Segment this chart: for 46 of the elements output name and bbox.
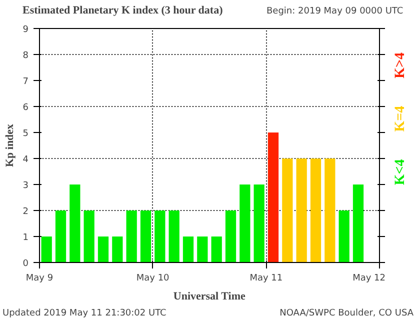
x-tick-label: May 11 — [250, 274, 283, 284]
bar — [140, 210, 152, 262]
bar — [352, 184, 364, 262]
bar — [268, 132, 279, 262]
bar — [225, 210, 236, 262]
bar — [197, 236, 208, 262]
text: NOAA/SWPC Boulder, CO USA — [280, 308, 414, 318]
bar — [338, 210, 350, 262]
y-tick-label: 8 — [22, 51, 29, 61]
bar — [168, 210, 180, 262]
y-tick-label: 1 — [22, 233, 29, 243]
bar — [154, 210, 166, 262]
x-tick-label: May 12 — [352, 274, 386, 284]
y-tick-label: 0 — [22, 259, 29, 269]
text: K=4 — [393, 106, 408, 132]
y-tick-label: 4 — [22, 155, 29, 165]
bar — [126, 210, 137, 262]
y-tick-label: 6 — [22, 103, 29, 113]
x-tick-label: May 10 — [136, 274, 170, 284]
x-axis-title: Universal Time — [173, 290, 246, 302]
bar — [310, 158, 322, 262]
y-tick-label: 7 — [22, 77, 29, 87]
bar — [98, 236, 109, 262]
text: Updated 2019 May 11 21:30:02 UTC — [2, 308, 166, 318]
bar — [324, 158, 336, 262]
bar — [240, 184, 250, 262]
bar — [70, 184, 80, 262]
bar — [254, 184, 264, 262]
y-tick-label: 5 — [22, 129, 29, 139]
bar — [55, 210, 66, 262]
bar — [112, 236, 123, 262]
chart-subtitle: Begin: 2019 May 09 0000 UTC — [266, 6, 404, 16]
bar — [211, 236, 222, 262]
bar — [282, 158, 293, 262]
y-tick-label: 9 — [22, 25, 29, 35]
bar — [182, 236, 194, 262]
bar — [84, 210, 94, 262]
y-tick-label: 3 — [22, 181, 29, 191]
x-tick-label: May 9 — [26, 274, 54, 284]
y-tick-label: 2 — [22, 207, 29, 217]
bar — [296, 158, 307, 262]
chart-title: Estimated Planetary K index (3 hour data) — [22, 4, 224, 16]
text: K>4 — [393, 52, 408, 78]
bar — [41, 236, 52, 262]
text: K<4 — [393, 159, 408, 186]
y-axis-title: Kp index — [4, 123, 16, 168]
